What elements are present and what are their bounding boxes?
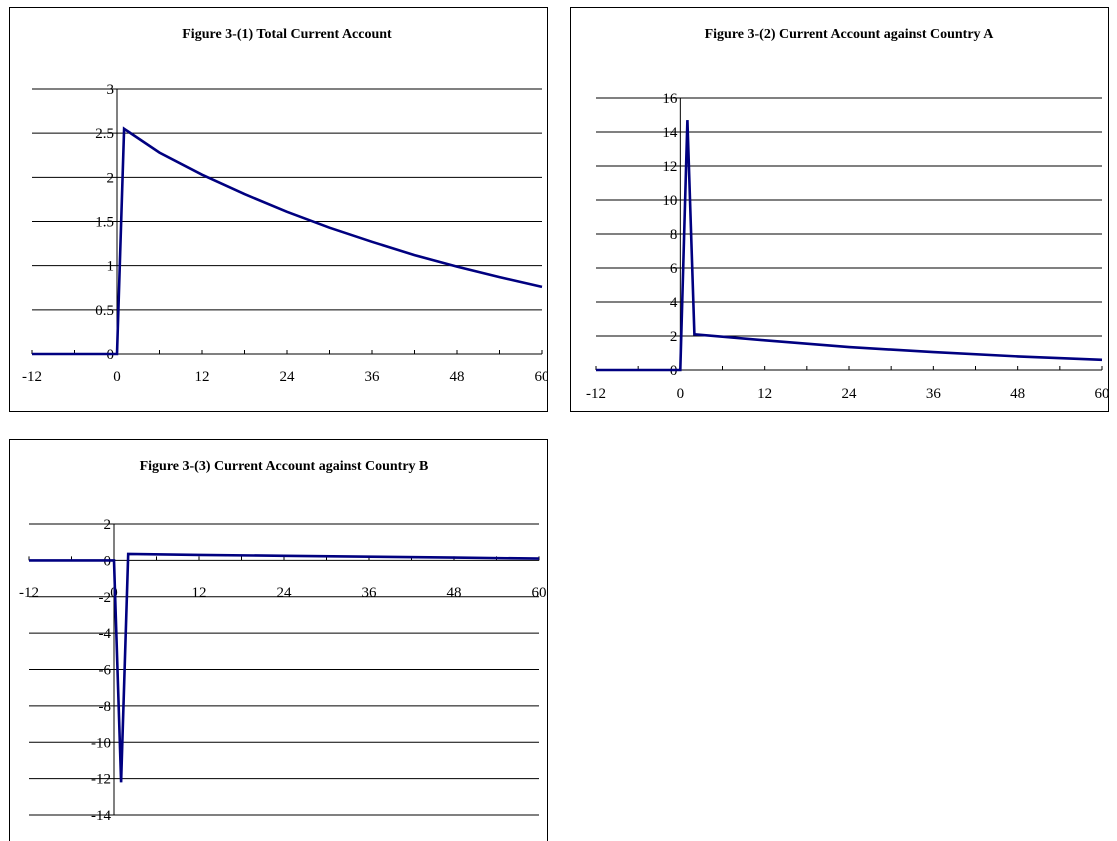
x-tick-label: 0 [113, 369, 121, 385]
chart-title: Figure 3-(2) Current Account against Cou… [705, 27, 995, 42]
series-line [29, 552, 540, 783]
y-tick-label: 12 [662, 159, 677, 175]
chart-panel-country-b: Figure 3-(3) Current Account against Cou… [9, 439, 548, 841]
y-tick-label: 1.5 [95, 215, 114, 231]
chart-panel-country-a: Figure 3-(2) Current Account against Cou… [570, 7, 1109, 412]
x-tick-label: 12 [192, 585, 207, 601]
y-tick-label: -10 [91, 735, 111, 751]
x-tick-label: 60 [535, 369, 549, 385]
x-tick-label: 60 [1095, 386, 1110, 402]
y-tick-label: 2.5 [95, 126, 114, 142]
x-tick-label: 0 [677, 386, 685, 402]
chart-svg: Figure 3-(3) Current Account against Cou… [19, 459, 547, 824]
y-tick-label: 2 [107, 170, 115, 186]
x-tick-label: 24 [277, 585, 293, 601]
chart-svg: Figure 3-(2) Current Account against Cou… [586, 27, 1110, 402]
y-tick-label: 3 [107, 82, 115, 98]
chart-title: Figure 3-(1) Total Current Account [182, 27, 392, 42]
y-tick-label: 8 [670, 227, 678, 243]
y-tick-label: 2 [670, 329, 678, 345]
y-tick-label: 10 [662, 193, 677, 209]
y-tick-label: -6 [99, 663, 112, 679]
y-tick-label: -2 [99, 590, 112, 606]
series-line [596, 120, 1103, 372]
chart-title: Figure 3-(3) Current Account against Cou… [140, 459, 429, 474]
x-tick-label: 36 [365, 369, 381, 385]
x-tick-label: 36 [926, 386, 942, 402]
x-tick-label: -12 [22, 369, 42, 385]
x-tick-label: 36 [362, 585, 378, 601]
x-tick-label: 24 [280, 369, 296, 385]
y-tick-label: 4 [670, 295, 678, 311]
chart-panel-total-current-account: Figure 3-(1) Total Current Account 0 0.5 1 1… [9, 7, 548, 412]
x-tick-label: 24 [842, 386, 858, 402]
y-tick-label: 6 [670, 261, 678, 277]
x-tick-label: 48 [450, 369, 465, 385]
x-tick-label: -12 [586, 386, 606, 402]
y-tick-label: 1 [107, 259, 115, 275]
x-tick-label: 48 [1010, 386, 1025, 402]
y-tick-label: -4 [99, 626, 112, 642]
x-tick-label: 12 [195, 369, 210, 385]
y-tick-label: -8 [99, 699, 112, 715]
chart-svg: Figure 3-(1) Total Current Account 0 0.5 1 1… [22, 27, 549, 385]
y-tick-label: 2 [104, 517, 112, 533]
x-tick-label: 12 [757, 386, 772, 402]
x-tick-label: 48 [447, 585, 462, 601]
y-tick-label: 0.5 [95, 303, 114, 319]
x-tick-label: 60 [532, 585, 547, 601]
y-tick-label: 14 [662, 125, 678, 141]
y-tick-label: 16 [662, 91, 678, 107]
x-tick-label: -12 [19, 585, 39, 601]
y-tick-label: -14 [91, 808, 111, 824]
y-tick-label: -12 [91, 772, 111, 788]
series-line [32, 126, 543, 356]
